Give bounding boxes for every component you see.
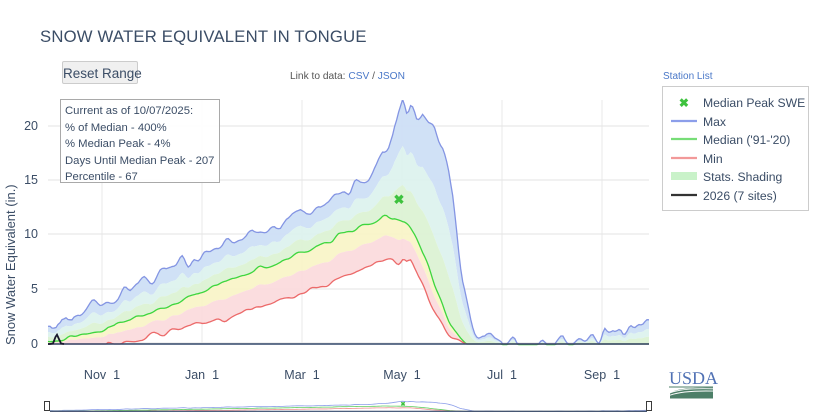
svg-text:✖: ✖ (400, 401, 405, 408)
svg-text:✖: ✖ (394, 192, 405, 207)
svg-text:USDA: USDA (669, 369, 718, 388)
